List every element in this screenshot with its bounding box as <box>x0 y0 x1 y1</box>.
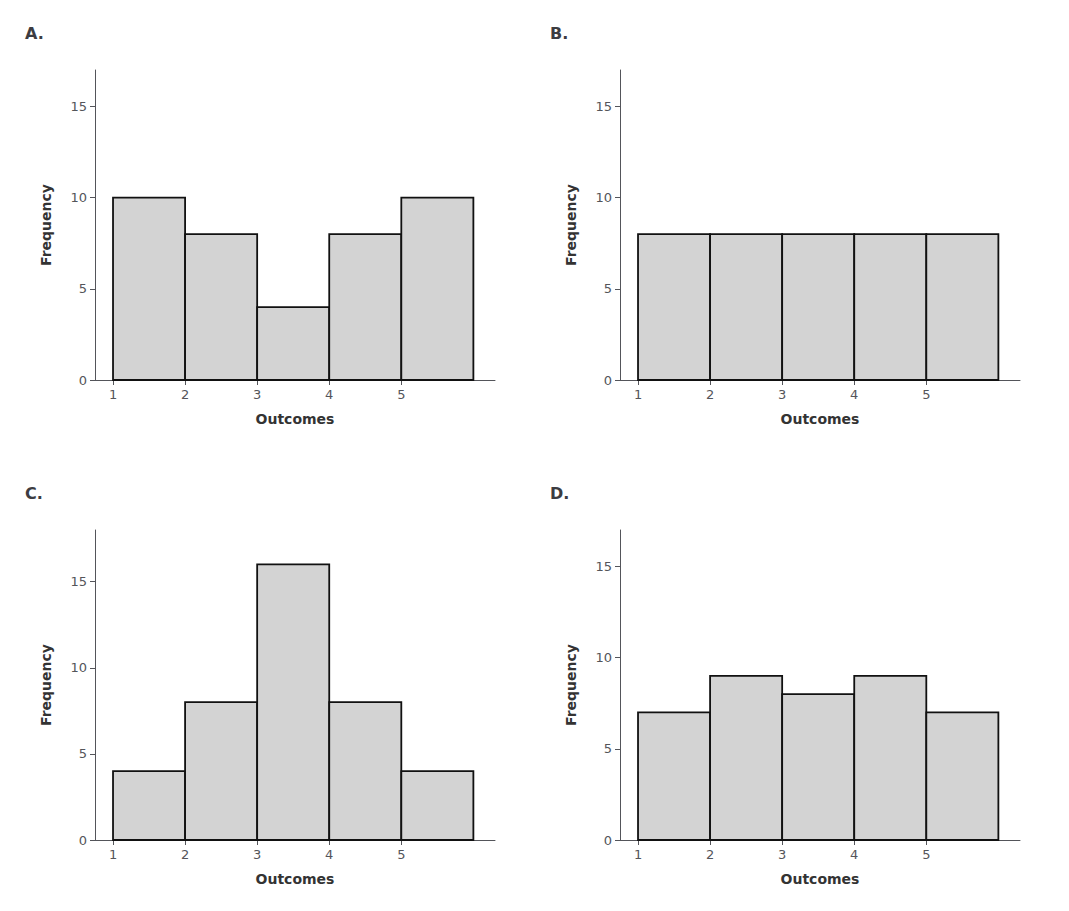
svg-text:15: 15 <box>70 574 87 589</box>
svg-text:Outcomes: Outcomes <box>781 411 860 427</box>
svg-text:5: 5 <box>922 387 930 402</box>
svg-text:10: 10 <box>595 190 612 205</box>
svg-text:5: 5 <box>604 741 612 756</box>
svg-text:2: 2 <box>706 847 714 862</box>
svg-text:4: 4 <box>850 387 858 402</box>
svg-text:Frequency: Frequency <box>38 184 54 266</box>
svg-text:10: 10 <box>70 190 87 205</box>
svg-text:3: 3 <box>253 847 261 862</box>
svg-text:1: 1 <box>634 387 642 402</box>
svg-text:Outcomes: Outcomes <box>256 411 335 427</box>
svg-text:Frequency: Frequency <box>38 644 54 726</box>
svg-text:Outcomes: Outcomes <box>781 871 860 887</box>
svg-text:5: 5 <box>79 281 87 296</box>
svg-text:1: 1 <box>109 847 117 862</box>
svg-text:Outcomes: Outcomes <box>256 871 335 887</box>
svg-text:1: 1 <box>109 387 117 402</box>
svg-text:2: 2 <box>181 387 189 402</box>
svg-text:3: 3 <box>253 387 261 402</box>
svg-text:3: 3 <box>778 847 786 862</box>
svg-text:10: 10 <box>70 660 87 675</box>
svg-text:4: 4 <box>325 387 333 402</box>
svg-text:0: 0 <box>79 833 87 848</box>
svg-text:5: 5 <box>397 847 405 862</box>
svg-text:2: 2 <box>181 847 189 862</box>
svg-text:0: 0 <box>79 373 87 388</box>
svg-text:5: 5 <box>397 387 405 402</box>
svg-text:3: 3 <box>778 387 786 402</box>
svg-text:1: 1 <box>634 847 642 862</box>
svg-text:5: 5 <box>79 746 87 761</box>
svg-text:4: 4 <box>850 847 858 862</box>
svg-text:0: 0 <box>604 833 612 848</box>
svg-text:10: 10 <box>595 650 612 665</box>
svg-text:Frequency: Frequency <box>563 644 579 726</box>
svg-text:5: 5 <box>922 847 930 862</box>
svg-text:0: 0 <box>604 373 612 388</box>
svg-text:Frequency: Frequency <box>563 184 579 266</box>
svg-text:D.: D. <box>550 484 569 503</box>
svg-text:2: 2 <box>706 387 714 402</box>
svg-text:15: 15 <box>595 99 612 114</box>
svg-text:5: 5 <box>604 281 612 296</box>
svg-text:A.: A. <box>25 24 44 43</box>
svg-text:B.: B. <box>550 24 568 43</box>
svg-text:C.: C. <box>25 484 43 503</box>
svg-text:15: 15 <box>70 99 87 114</box>
svg-text:4: 4 <box>325 847 333 862</box>
svg-text:15: 15 <box>595 559 612 574</box>
